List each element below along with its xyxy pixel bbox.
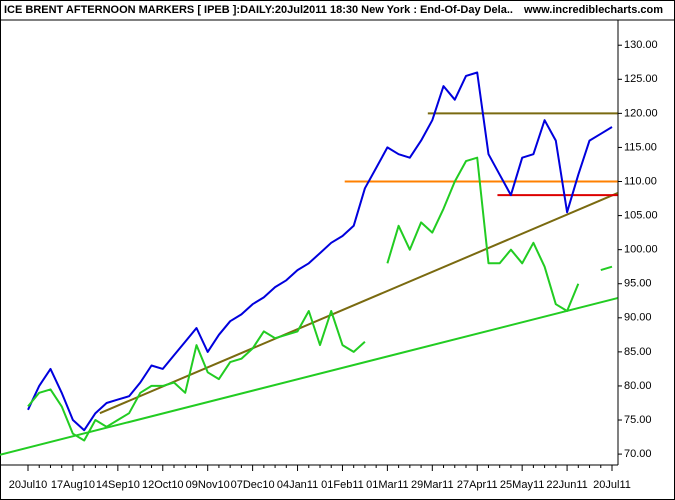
x-tick-label: 29Mar11 <box>411 479 454 491</box>
x-tick-label: 20Jul11 <box>593 479 631 491</box>
y-tick-label: 95.00 <box>624 278 652 290</box>
trend-line <box>99 192 619 415</box>
x-tick-label: 20Jul10 <box>9 479 48 491</box>
y-tick-label: 125.00 <box>624 73 658 85</box>
y-tick-label: 130.00 <box>624 39 658 51</box>
x-tick-label: 27Apr11 <box>457 479 498 491</box>
x-tick-label: 17Aug10 <box>51 479 95 491</box>
x-tick-label: 09Nov10 <box>186 479 230 491</box>
y-tick-label: 120.00 <box>624 107 658 119</box>
x-tick-label: 07Dec10 <box>231 479 275 491</box>
price-line <box>27 71 613 432</box>
x-tick-label: 01Feb11 <box>321 479 364 491</box>
y-tick-label: 75.00 <box>624 414 652 426</box>
y-tick-label: 90.00 <box>624 312 652 324</box>
y-tick-label: 115.00 <box>624 141 657 153</box>
y-tick-label: 80.00 <box>624 380 652 392</box>
y-tick-label: 100.00 <box>624 244 658 256</box>
x-tick-label: 01Mar11 <box>366 479 409 491</box>
y-tick-label: 70.00 <box>624 448 652 460</box>
x-tick-label: 04Jan11 <box>277 479 318 491</box>
x-tick-label: 12Oct10 <box>142 479 184 491</box>
y-tick-label: 85.00 <box>624 346 652 358</box>
y-tick-label: 105.00 <box>624 209 658 221</box>
x-tick-label: 22Jun11 <box>546 479 587 491</box>
x-tick-label: 14Sep10 <box>96 479 140 491</box>
y-tick-label: 110.00 <box>624 175 657 187</box>
trend-line <box>0 297 618 456</box>
x-tick-label: 25May11 <box>500 479 544 491</box>
chart-title: ICE BRENT AFTERNOON MARKERS [ IPEB ]:DAI… <box>4 4 513 16</box>
source: www.incrediblecharts.com <box>523 4 663 16</box>
price-line <box>27 156 613 442</box>
